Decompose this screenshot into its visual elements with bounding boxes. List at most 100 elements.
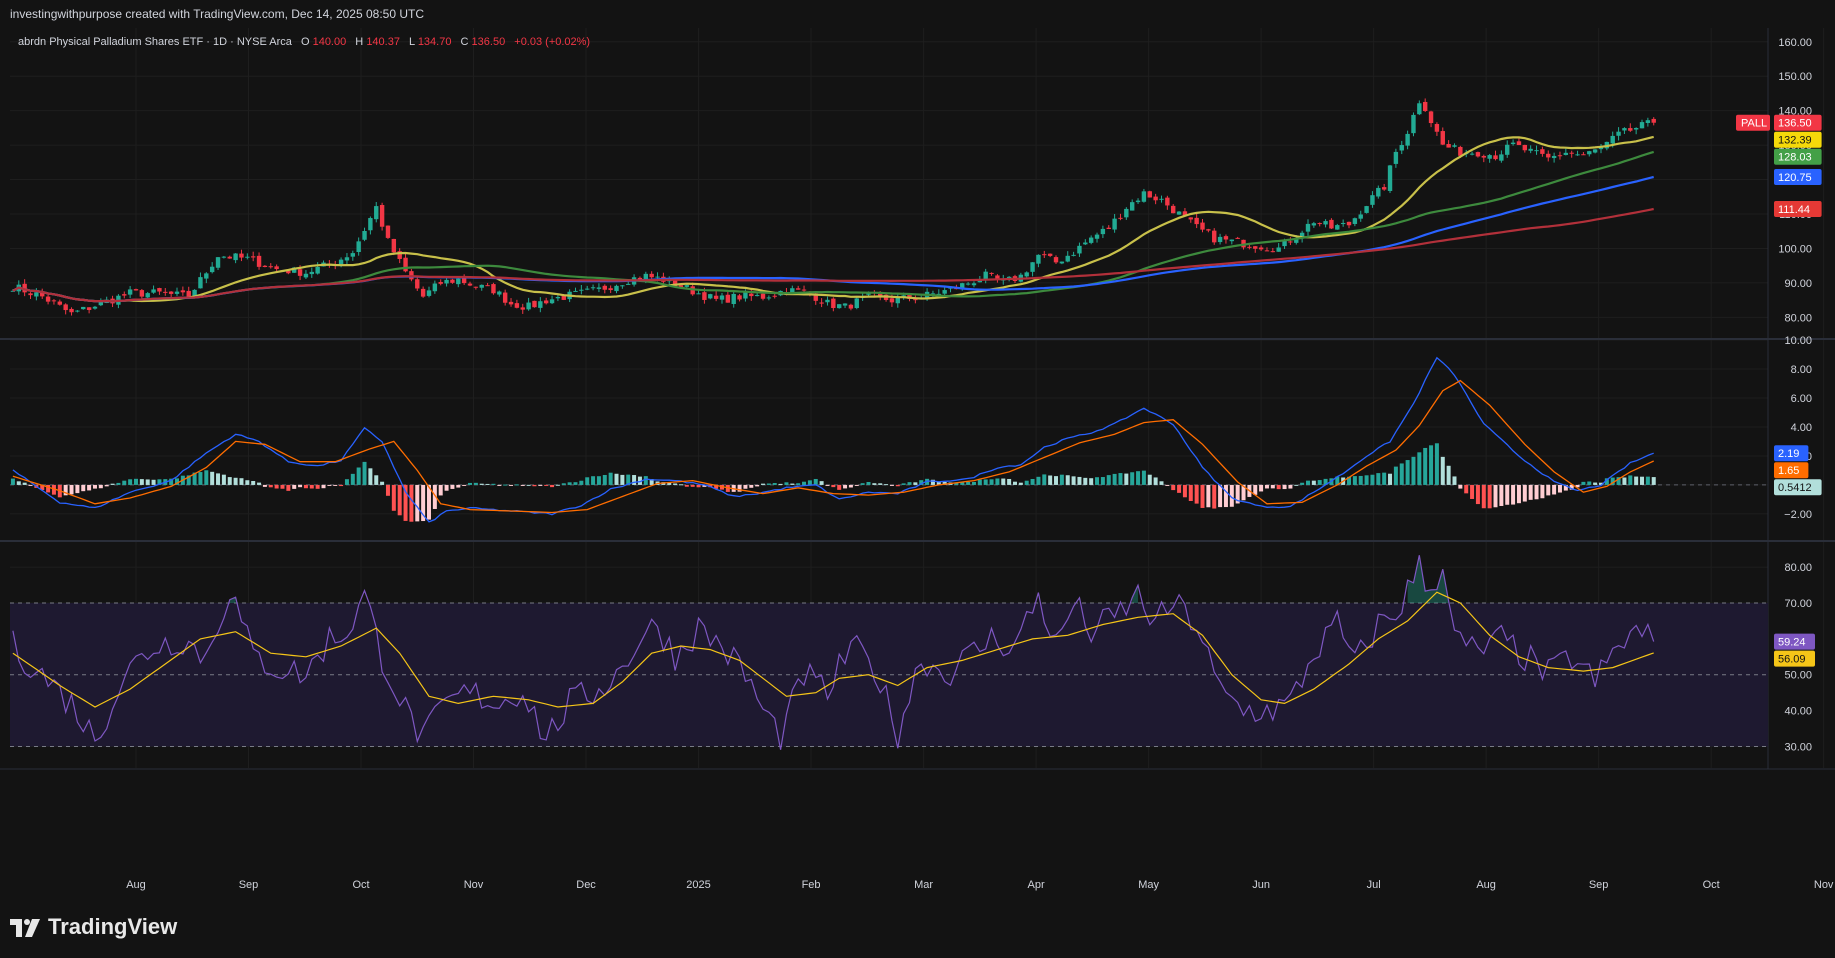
- macd-histogram-bar-34: [210, 471, 215, 485]
- candle-body-265: [1563, 152, 1569, 155]
- chart-canvas[interactable]: 160.00150.00140.00130.00120.00110.00100.…: [0, 28, 1835, 900]
- macd-histogram-bar-12: [81, 484, 86, 492]
- macd-histogram-bar-254: [1499, 484, 1504, 506]
- candle-body-190: [1124, 208, 1129, 218]
- candle-body-157: [930, 293, 936, 295]
- macd-histogram-bar-125: [743, 484, 748, 489]
- candle-body-153: [907, 293, 912, 299]
- candle-193: [1141, 188, 1147, 203]
- candle-214: [1264, 247, 1270, 252]
- candle-141: [836, 304, 842, 309]
- macd-histogram-bar-233: [1376, 473, 1381, 485]
- candle-197: [1165, 195, 1170, 210]
- macd-histogram-bar-65: [391, 484, 396, 511]
- rsi-value-label-0: 59.24: [1774, 633, 1815, 650]
- macd-histogram-bar-207: [1223, 484, 1228, 508]
- candle-body-269: [1587, 151, 1592, 155]
- candle-140: [831, 297, 836, 312]
- candle-223: [1317, 222, 1322, 227]
- macd-histogram-bar-93: [555, 484, 560, 486]
- macd-histogram-bar-209: [1235, 484, 1240, 504]
- macd-pane[interactable]: [10, 356, 1768, 523]
- macd-histogram-bar-80: [479, 483, 484, 485]
- candle-164: [971, 281, 977, 288]
- candle-body-118: [702, 292, 707, 300]
- candle-body-266: [1569, 152, 1574, 154]
- candle-body-20: [127, 289, 133, 295]
- macd-histogram-bar-223: [1317, 480, 1322, 485]
- macd-histogram-bar-130: [772, 483, 777, 485]
- ticker-badge: PALL: [1736, 114, 1770, 131]
- legend-low-value: 134.70: [418, 36, 452, 48]
- macd-histogram-bar-5: [40, 484, 45, 491]
- candle-50: [303, 270, 309, 279]
- candle-body-256: [1510, 142, 1516, 145]
- macd-histogram-bar-174: [1030, 478, 1035, 485]
- price-pane[interactable]: [10, 98, 1656, 316]
- candle-body-103: [614, 285, 619, 292]
- candle-71: [426, 286, 432, 298]
- legend-open-label: O: [301, 36, 310, 48]
- macd-histogram-bar-201: [1188, 484, 1193, 502]
- rsi-overbought-fill-37: [229, 597, 236, 603]
- price-label-2-bg: [1774, 148, 1822, 165]
- candle-body-92: [549, 299, 555, 304]
- rsi-pane[interactable]: [10, 555, 1768, 750]
- price-axes[interactable]: 160.00150.00140.00130.00120.00110.00100.…: [1736, 37, 1822, 754]
- candle-body-250: [1475, 152, 1481, 157]
- candle-body-105: [626, 283, 631, 285]
- candle-body-79: [473, 286, 479, 288]
- macd-histogram-bar-188: [1112, 473, 1117, 485]
- candle-224: [1323, 219, 1328, 228]
- candle-body-67: [403, 257, 408, 272]
- candle-32: [198, 272, 203, 289]
- candle-163: [965, 282, 971, 286]
- candle-body-125: [743, 292, 748, 299]
- candle-252: [1487, 153, 1492, 163]
- macd-histogram-bar-51: [309, 484, 314, 489]
- candle-body-167: [989, 272, 994, 274]
- candle-body-74: [444, 279, 449, 284]
- macd-histogram-bar-200: [1182, 484, 1187, 498]
- macd-histogram-bar-147: [872, 483, 877, 485]
- macd-histogram-bar-258: [1522, 484, 1527, 502]
- candle-body-271: [1598, 147, 1604, 150]
- candle-185: [1094, 232, 1100, 243]
- macd-histogram-bar-98: [585, 477, 590, 485]
- candle-231: [1364, 205, 1369, 214]
- candle-14: [92, 305, 98, 310]
- time-label-2: Oct: [352, 879, 369, 891]
- macd-histogram-bar-16: [104, 484, 109, 487]
- candle-202: [1194, 213, 1199, 229]
- macd-histogram-bar-99: [591, 476, 596, 485]
- macd-histogram-bar-237: [1399, 463, 1404, 485]
- candle-270: [1592, 149, 1598, 154]
- candle-192: [1135, 198, 1141, 204]
- candle-104: [620, 285, 625, 289]
- candle-body-123: [731, 293, 736, 305]
- macd-histogram-bar-43: [262, 484, 267, 487]
- candle-body-212: [1253, 246, 1258, 249]
- time-axis[interactable]: Aug Sep Oct Nov Dec 2025 Feb Mar Apr May Jun Jul Aug…: [126, 879, 1835, 891]
- time-label-9: May: [1138, 879, 1159, 891]
- tradingview-brand[interactable]: TradingView: [10, 914, 177, 940]
- macd-histogram-bar-250: [1475, 484, 1480, 505]
- candle-body-198: [1171, 205, 1176, 214]
- ticker-badge-bg: [1736, 114, 1770, 131]
- macd-histogram-bar-21: [133, 478, 138, 485]
- candle-body-88: [526, 302, 531, 310]
- candle-body-11: [75, 310, 80, 312]
- macd-histogram-bar-56: [339, 484, 344, 487]
- macd-histogram-bar-142: [843, 484, 848, 489]
- candle-body-64: [385, 225, 391, 238]
- macd-histogram-bar-245: [1446, 465, 1451, 485]
- macd-histogram-bar-62: [374, 475, 379, 485]
- macd-histogram-bar-72: [432, 484, 437, 509]
- candle-body-107: [637, 277, 643, 280]
- macd-histogram-bar-146: [866, 482, 871, 485]
- macd-histogram-bar-158: [936, 481, 941, 485]
- candle-body-77: [461, 277, 467, 284]
- candle-body-150: [889, 298, 895, 303]
- candle-body-275: [1622, 128, 1627, 131]
- candle-body-164: [971, 283, 977, 286]
